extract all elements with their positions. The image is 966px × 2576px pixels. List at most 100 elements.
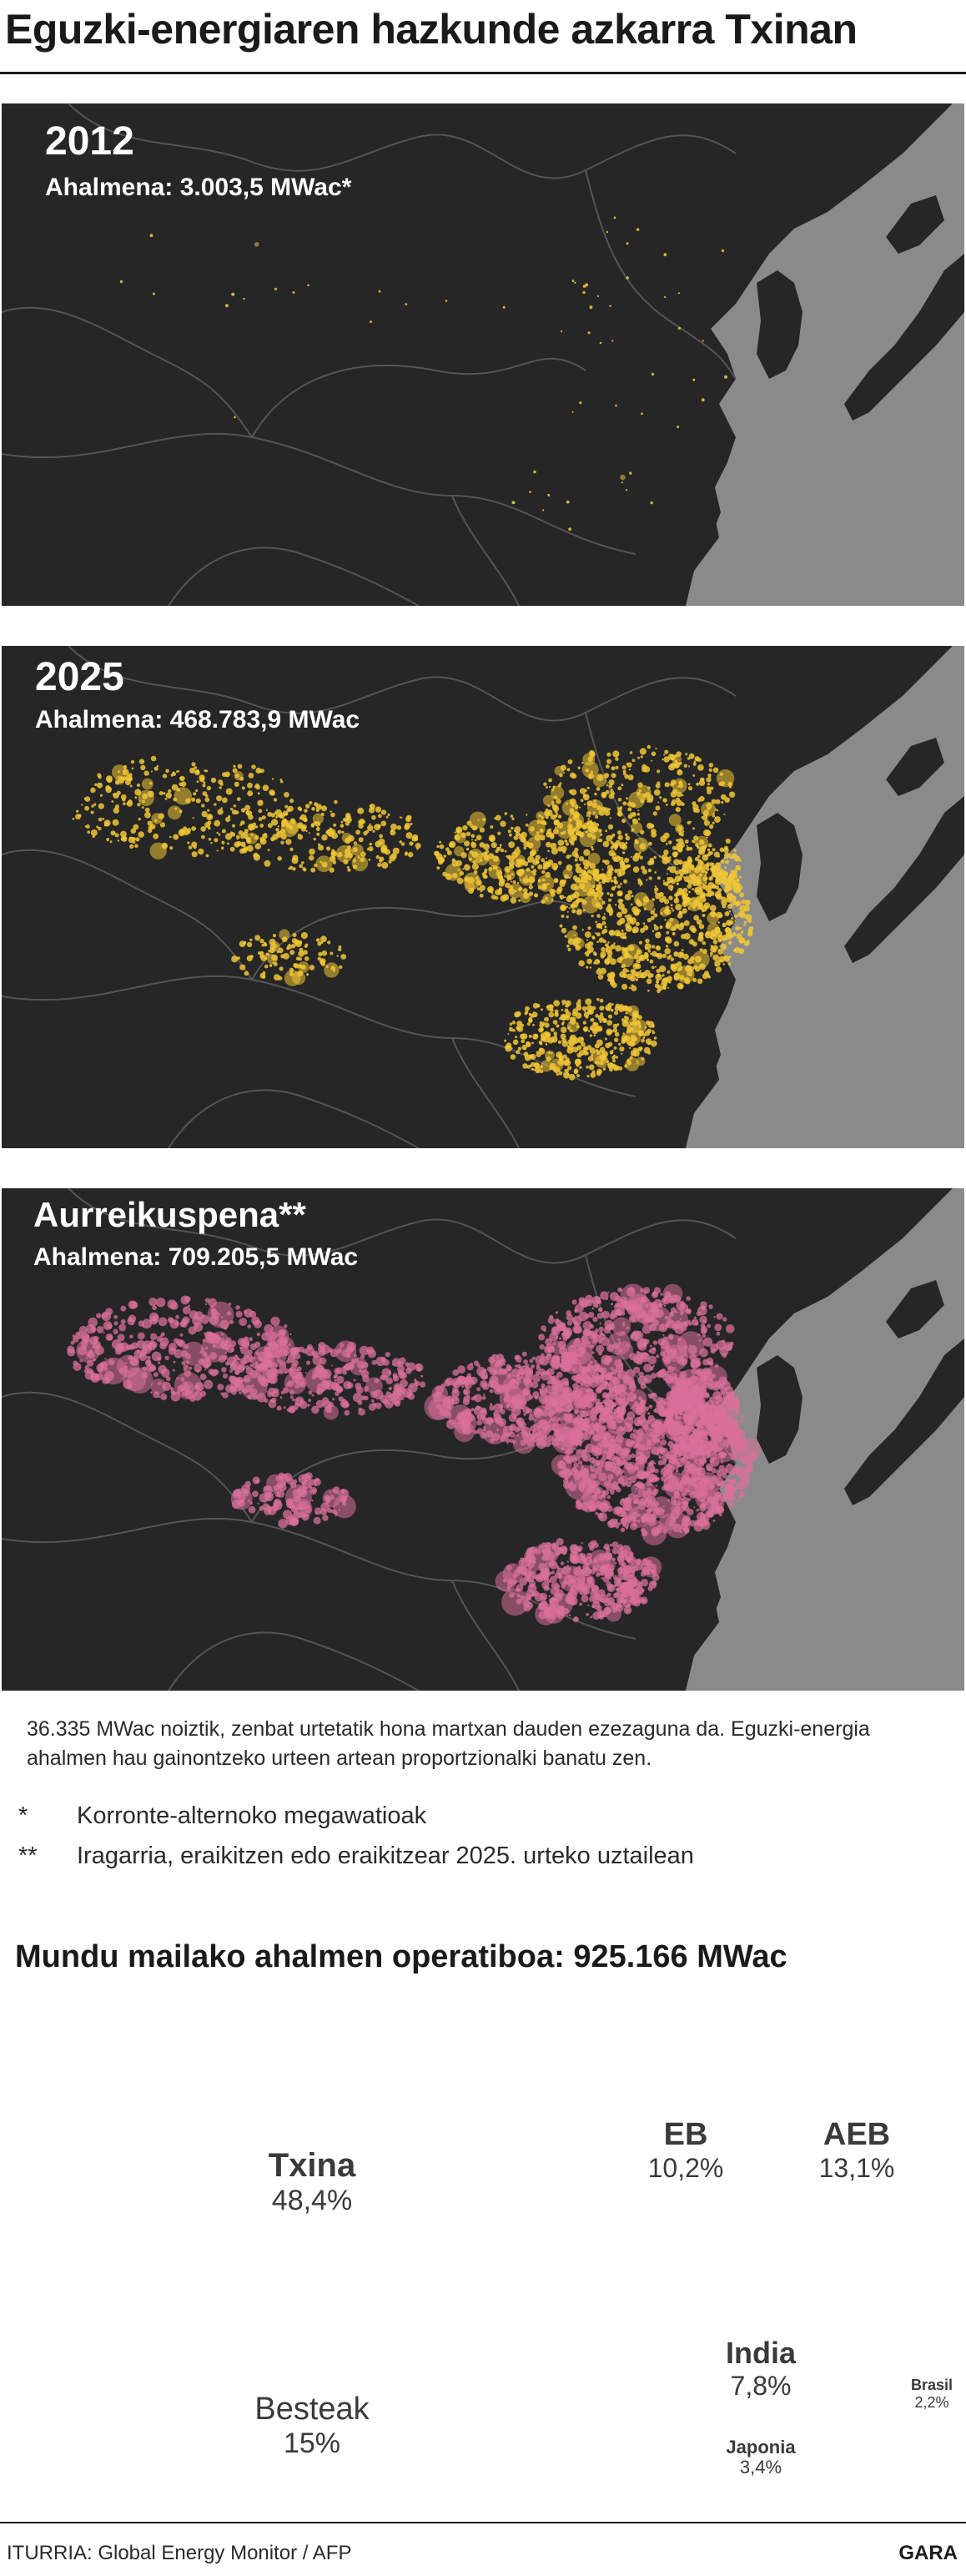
solar-plant-dot [641, 869, 648, 875]
solar-plant-dot [561, 906, 566, 910]
solar-plant-dot [561, 1584, 566, 1589]
solar-plant-dot [678, 831, 683, 836]
solar-plant-dot [81, 804, 83, 806]
solar-plant-dot [596, 1299, 602, 1305]
solar-plant-dot [652, 1031, 656, 1035]
solar-plant-dot [451, 858, 455, 863]
solar-plant-dot [412, 834, 419, 840]
solar-plant-dot [337, 829, 342, 834]
solar-plant-dot [687, 907, 691, 910]
solar-plant-dot [220, 807, 224, 809]
solar-plant-dot [381, 1368, 391, 1378]
solar-plant-dot [610, 958, 616, 965]
solar-plant-dot [520, 1033, 526, 1040]
solar-plant-dot [284, 1324, 288, 1328]
solar-plant-dot [653, 925, 659, 931]
solar-plant-dot [595, 932, 597, 935]
solar-plant-dot [561, 1565, 571, 1575]
solar-plant-dot [587, 926, 591, 930]
solar-plant-dot [655, 973, 662, 981]
solar-plant-dot [716, 1313, 723, 1320]
solar-plant-dot [654, 965, 657, 968]
solar-plant-dot [120, 1305, 127, 1312]
solar-plant-dot [699, 893, 706, 899]
solar-plant-dot [247, 1324, 252, 1328]
solar-plant-dot [187, 841, 190, 844]
solar-plant-dot [745, 914, 752, 921]
solar-plant-dot [636, 1520, 641, 1523]
solar-plant-dot [129, 844, 134, 849]
map-year-label: 2025 [35, 655, 124, 699]
solar-plant-dot [436, 855, 440, 859]
solar-plant-dot [247, 782, 253, 789]
solar-plant-dot [581, 876, 583, 880]
solar-plant-dot [250, 833, 254, 837]
solar-plant-dot [696, 758, 700, 762]
solar-plant-dot [375, 854, 380, 860]
solar-plant-dot [214, 819, 221, 827]
solar-plant-dot [573, 934, 576, 937]
solar-plant-dot [289, 1407, 295, 1414]
solar-plant-dot [345, 1353, 351, 1359]
solar-plant-dot [642, 1036, 646, 1040]
solar-plant-dot [217, 809, 224, 815]
solar-plant-dot [747, 940, 751, 943]
solar-plant-dot [618, 1042, 621, 1046]
solar-plant-dot [603, 1480, 610, 1487]
solar-plant-dot [609, 877, 612, 880]
solar-plant-dot [539, 1355, 550, 1366]
solar-plant-dot [316, 1390, 321, 1395]
solar-plant-dot [340, 954, 347, 960]
solar-plant-dot [526, 814, 528, 816]
solar-plant-dot [247, 1499, 250, 1502]
solar-plant-dot [704, 854, 707, 858]
solar-plant-dot [617, 1558, 621, 1561]
solar-plant-dot [725, 1491, 736, 1502]
solar-plant-dot [626, 242, 629, 245]
solar-plant-dot [331, 849, 335, 853]
solar-plant-dot [138, 831, 144, 838]
solar-plant-dot [358, 837, 364, 843]
solar-plant-dot [516, 1050, 521, 1055]
solar-plant-dot [510, 864, 513, 868]
solar-plant-dot [258, 817, 263, 821]
solar-plant-dot [636, 813, 640, 816]
solar-plant-dot [703, 829, 710, 836]
solar-plant-dot [545, 815, 549, 819]
solar-plant-dot [546, 808, 548, 811]
solar-plant-dot [254, 935, 261, 941]
solar-plant-dot [179, 777, 183, 780]
solar-plant-dot [96, 1313, 102, 1318]
solar-plant-dot [581, 895, 600, 914]
solar-plant-dot [586, 958, 592, 965]
solar-plant-dot [369, 804, 375, 809]
solar-plant-dot [375, 806, 382, 813]
solar-plant-dot [620, 882, 622, 885]
solar-plant-dot [689, 820, 692, 823]
solar-plant-dot [565, 1003, 570, 1008]
solar-plant-dot [72, 817, 75, 820]
solar-plant-dot [303, 817, 308, 823]
solar-plant-dot [689, 867, 707, 885]
solar-plant-dot [566, 915, 569, 919]
solar-plant-dot [547, 849, 550, 853]
solar-plant-dot [296, 1368, 299, 1371]
solar-plant-dot [224, 833, 233, 840]
solar-plant-dot [203, 781, 206, 784]
solar-plant-dot [512, 1039, 519, 1046]
solar-plant-dot [701, 816, 704, 819]
solar-plant-dot [625, 835, 631, 841]
solar-plant-dot [319, 959, 325, 965]
solar-plant-dot [516, 869, 523, 876]
solar-plant-dot [706, 1465, 712, 1472]
solar-plant-dot [725, 860, 729, 865]
solar-plant-dot [565, 1057, 570, 1062]
solar-plant-dot [525, 823, 529, 827]
solar-plant-dot [729, 854, 735, 860]
solar-plant-dot [689, 847, 693, 851]
solar-plant-dot [561, 927, 567, 934]
solar-plant-dot [225, 304, 229, 308]
solar-plant-dot [527, 879, 531, 882]
solar-plant-dot [105, 1333, 113, 1341]
solar-plant-dot [706, 862, 710, 866]
